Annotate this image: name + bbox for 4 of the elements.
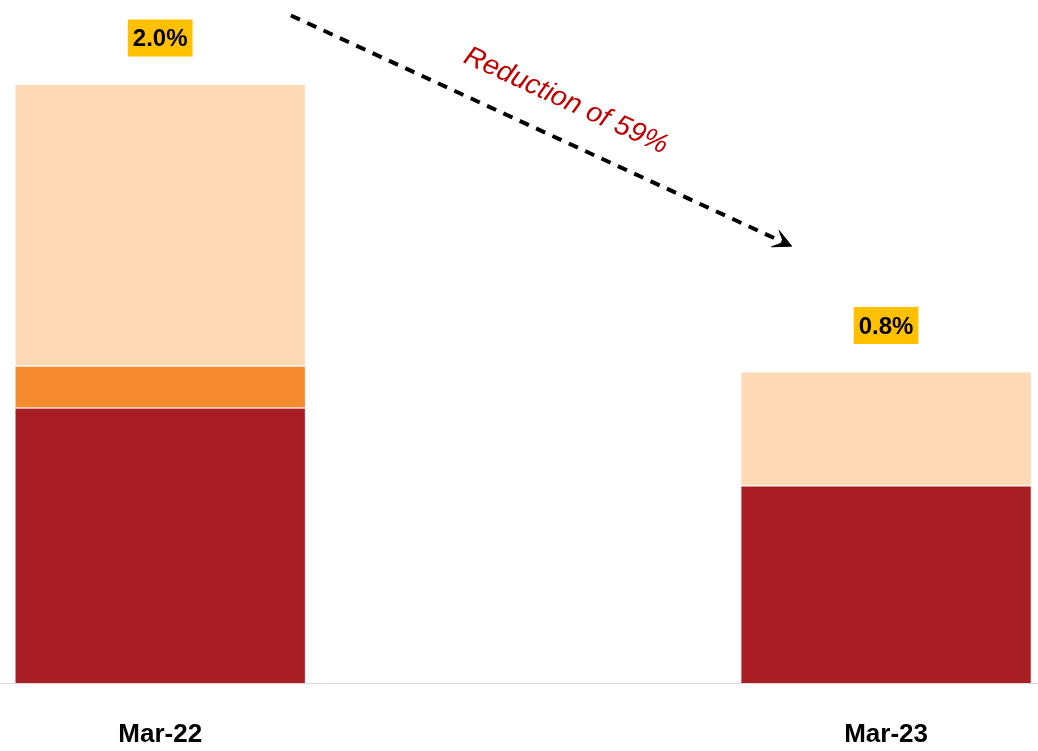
x-tick-label: Mar-22 <box>118 717 203 748</box>
annotation: 2.0% <box>132 24 188 52</box>
annotation: 0.8% <box>858 311 914 339</box>
x-tick-label: Mar-23 <box>844 717 928 748</box>
